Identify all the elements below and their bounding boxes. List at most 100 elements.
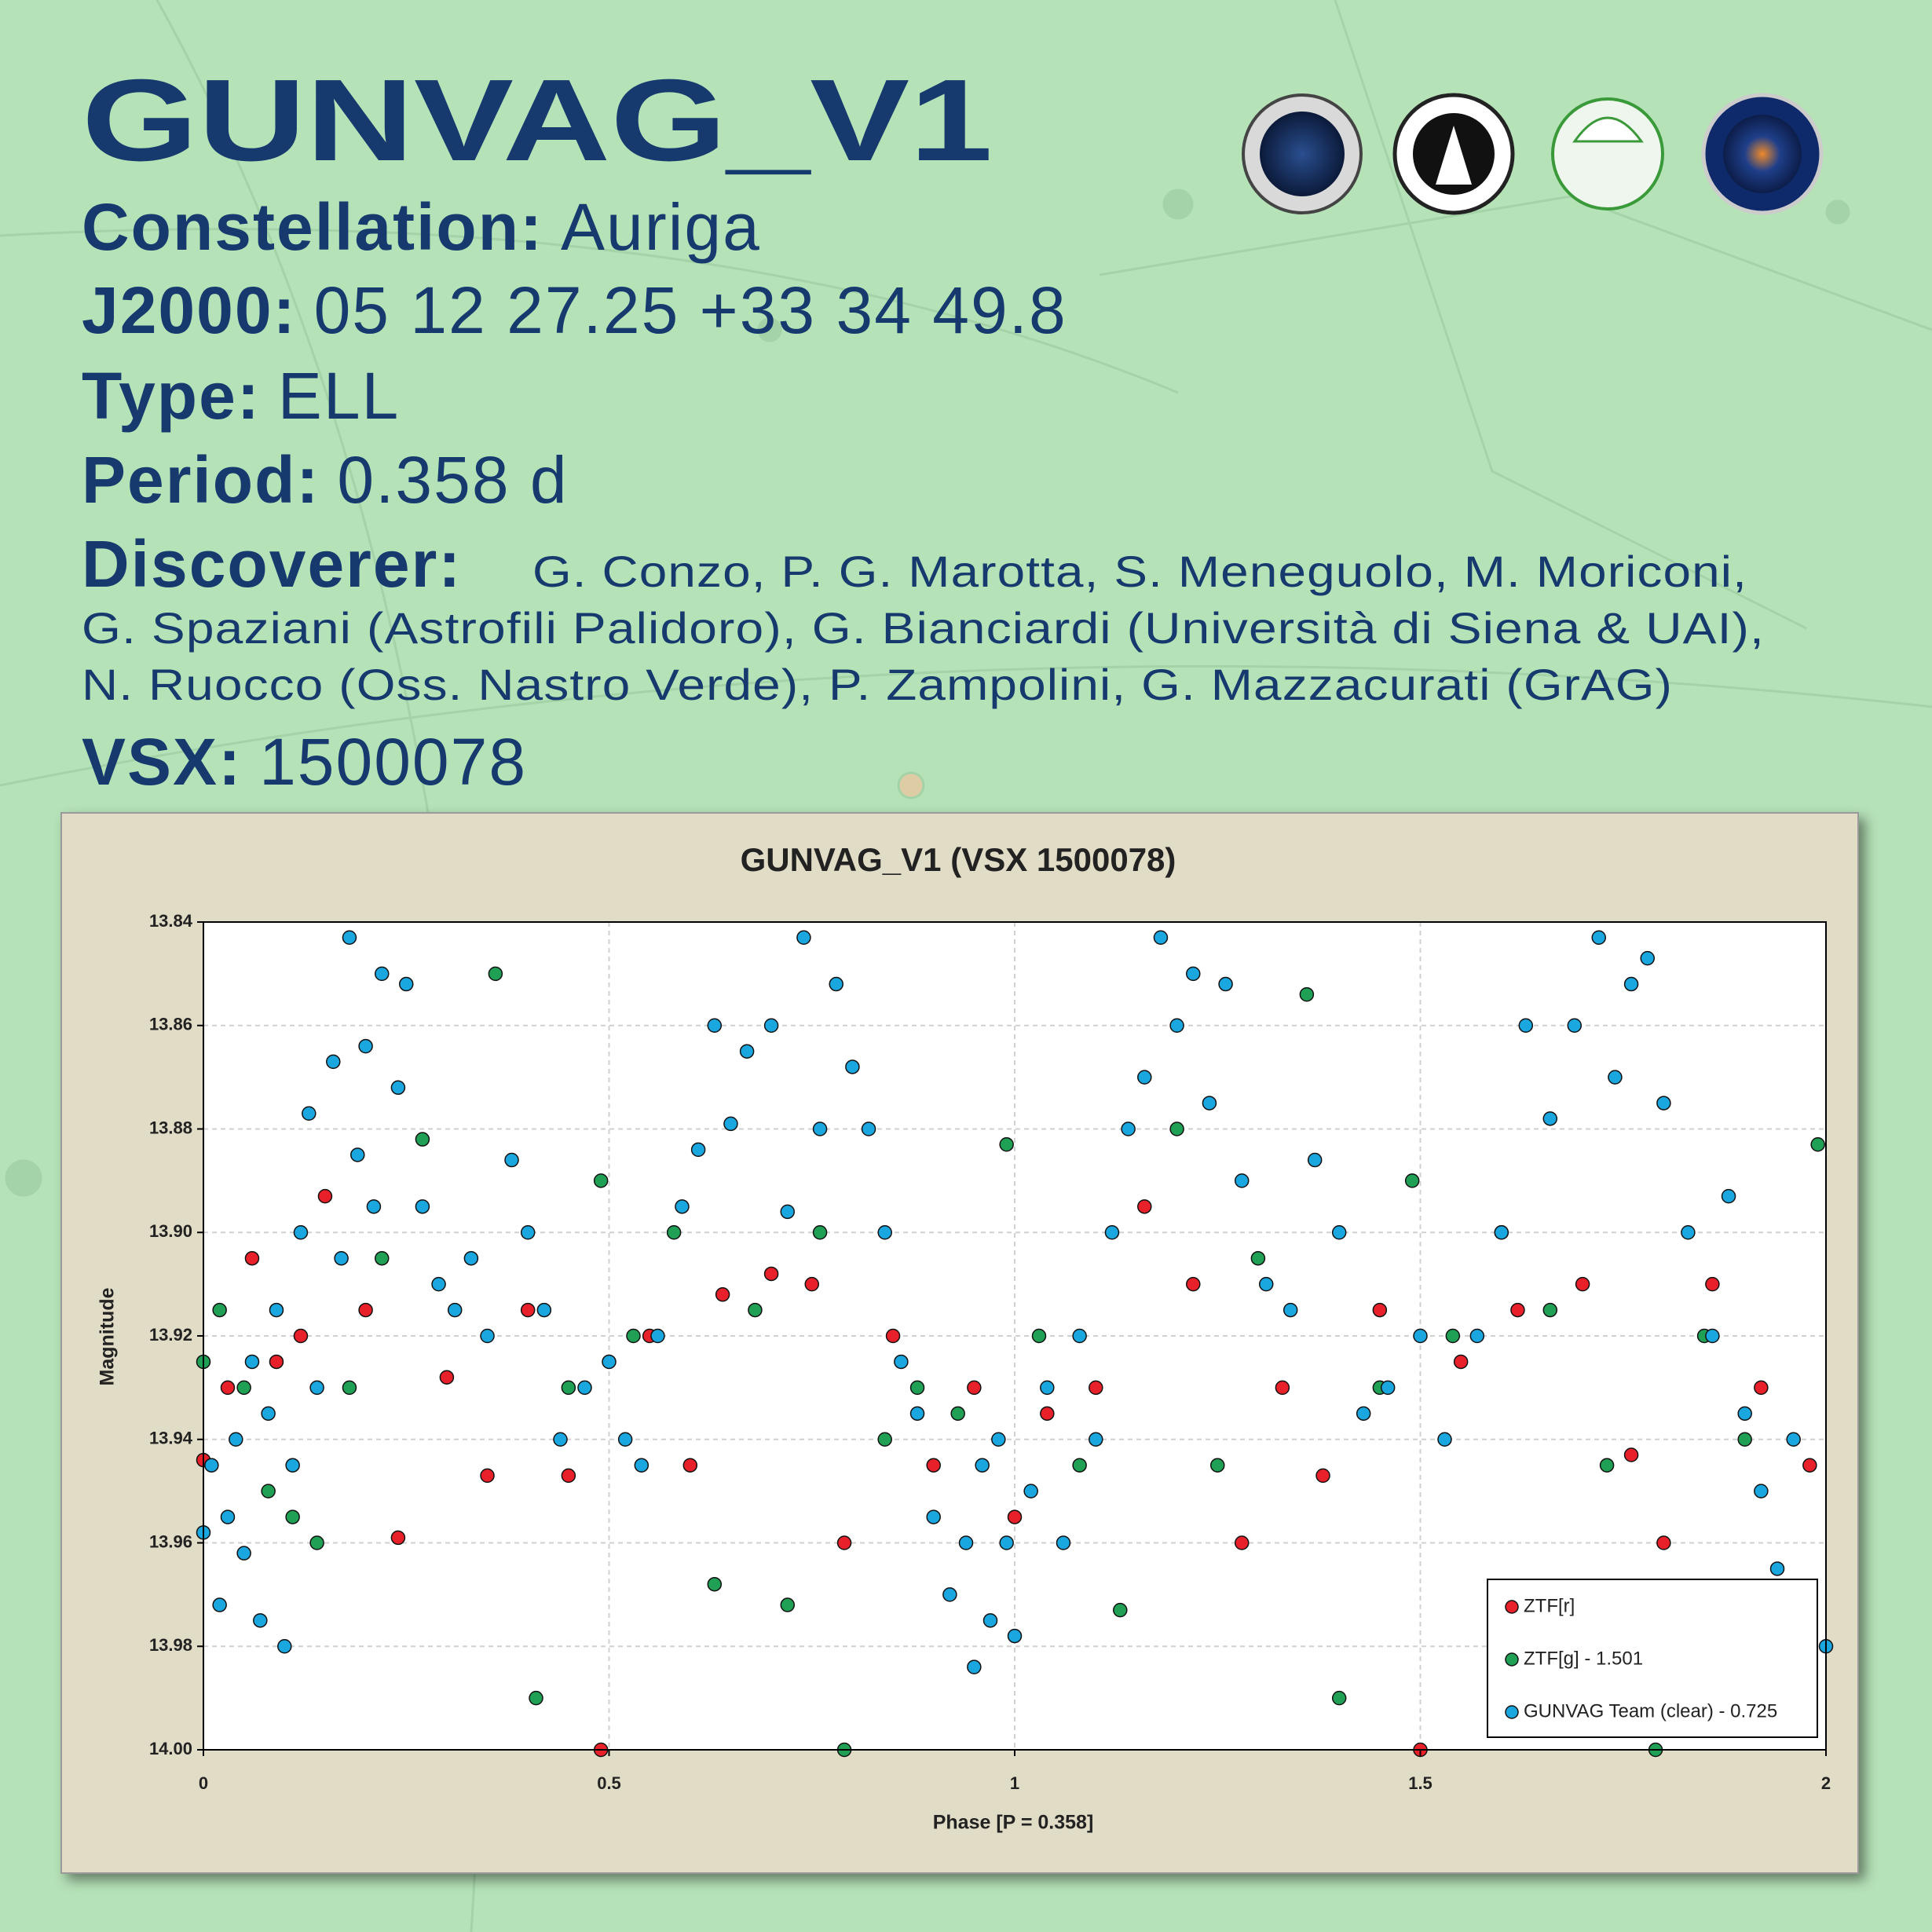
data-point [1121,1122,1136,1136]
data-point [1599,1458,1615,1473]
field: Period: 0.358 d [82,443,569,517]
header-fields: Constellation: Auriga J2000: 05 12 27.25 +… [82,190,1765,799]
data-point [1737,1406,1752,1422]
data-point [1754,1484,1769,1498]
data-point [1810,1137,1825,1152]
data-point [302,1106,317,1121]
data-point [285,1509,300,1524]
data-point [1453,1354,1469,1370]
data-point [220,1509,236,1524]
data-point [942,1587,957,1602]
field: Type: ELL [82,359,400,433]
data-point [285,1458,300,1473]
data-point [212,1302,227,1318]
data-point [520,1302,536,1318]
data-point [504,1152,519,1168]
data-point [909,1380,925,1396]
discoverer-line: N. Ruocco (Oss. Nastro Verde), P. Zampol… [82,660,1673,709]
data-point [229,1432,243,1447]
data-point [682,1458,698,1473]
data-point [675,1199,690,1214]
y-tick-label: 13.90 [149,1221,192,1241]
data-point [1113,1602,1128,1618]
y-tick-label: 13.86 [149,1015,192,1034]
data-point [748,1302,763,1318]
data-point [1056,1535,1071,1550]
data-point [666,1225,682,1240]
data-point [358,1302,373,1318]
data-point [1186,966,1201,982]
y-tick-label: 13.96 [149,1531,192,1551]
data-point [1283,1302,1298,1318]
data-point [1072,1328,1087,1344]
logo [1723,115,1802,193]
data-point [796,930,811,946]
field-label: Period: [82,443,320,517]
data-point [561,1380,576,1396]
data-point [1372,1302,1388,1318]
data-point [617,1432,633,1447]
y-tick-label: 13.94 [149,1429,193,1448]
data-point [950,1406,965,1422]
y-tick-label: 13.88 [149,1118,192,1137]
data-point [439,1370,455,1385]
data-point [602,1354,617,1370]
data-point [845,1059,860,1074]
data-point [1769,1561,1785,1576]
header-title: GUNVAG_V1 [82,56,993,185]
data-point [1469,1328,1485,1344]
data-point [958,1535,974,1550]
data-point [1640,950,1655,966]
logo [1260,112,1345,196]
field-value: 0.358 d [337,443,568,517]
data-point [1445,1328,1461,1344]
data-point [1331,1225,1347,1240]
data-point [1656,1096,1671,1111]
data-point [1608,1070,1623,1085]
data-point [253,1613,268,1628]
data-point [366,1199,382,1214]
data-point [220,1380,236,1396]
data-point [1169,1122,1184,1136]
data-point [1137,1070,1152,1085]
field-label: J2000: [82,273,297,347]
data-point [415,1132,430,1147]
legend-marker [1505,1705,1519,1719]
data-point [967,1380,982,1396]
data-point [293,1225,309,1240]
data-point [739,1044,755,1059]
data-point [1737,1432,1752,1447]
y-tick-label: 13.98 [149,1635,192,1655]
data-point [1315,1468,1330,1484]
data-point [1307,1152,1323,1168]
discoverer-line: G. Spaziani (Astrofili Palidoro), G. Bia… [82,603,1765,653]
data-point [1542,1111,1558,1126]
data-point [626,1328,641,1344]
data-point [326,1054,341,1070]
data-point [1104,1225,1120,1240]
data-point [723,1116,738,1132]
data-point [390,1080,406,1096]
data-point [1510,1302,1525,1318]
discoverer-line: G. Conzo, P. G. Marotta, S. Meneguolo, M… [532,547,1747,596]
field: J2000: 05 12 27.25 +33 34 49.8 [82,273,1067,347]
data-point [244,1354,260,1370]
data-point [1705,1328,1720,1344]
data-point [561,1468,576,1484]
data-point [488,966,503,982]
data-point [593,1173,609,1188]
data-point [431,1276,446,1292]
data-point [261,1406,276,1422]
data-point [342,930,357,946]
data-point [480,1468,495,1484]
y-tick-label: 13.84 [149,911,193,931]
data-point [269,1302,284,1318]
field-value: 05 12 27.25 +33 34 49.8 [314,273,1067,347]
data-point [926,1509,941,1524]
logo [1436,126,1472,185]
data-point [1202,1096,1217,1111]
data-point [1031,1328,1047,1344]
data-point [390,1530,406,1546]
data-point [269,1354,284,1370]
